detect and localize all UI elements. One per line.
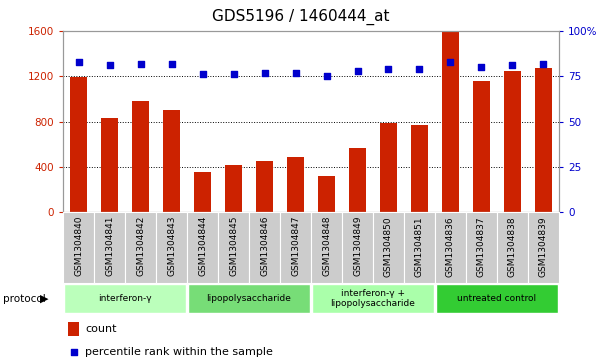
Text: GSM1304847: GSM1304847	[291, 216, 300, 276]
FancyBboxPatch shape	[64, 284, 186, 313]
FancyBboxPatch shape	[436, 284, 558, 313]
Bar	[504, 70, 521, 212]
Bar	[68, 322, 79, 335]
Point	[446, 59, 456, 65]
Bar	[125, 212, 156, 283]
Text: GSM1304837: GSM1304837	[477, 216, 486, 277]
Bar	[442, 32, 459, 212]
Text: GSM1304836: GSM1304836	[446, 216, 455, 277]
Text: GDS5196 / 1460444_at: GDS5196 / 1460444_at	[212, 9, 389, 25]
Bar	[311, 212, 342, 283]
Bar	[435, 212, 466, 283]
Point	[291, 70, 300, 76]
Bar	[349, 148, 366, 212]
Text: interferon-γ +
lipopolysaccharide: interferon-γ + lipopolysaccharide	[331, 289, 415, 308]
Bar	[528, 212, 559, 283]
Bar	[256, 161, 273, 212]
Text: GSM1304838: GSM1304838	[508, 216, 517, 277]
Text: lipopolysaccharide: lipopolysaccharide	[207, 294, 291, 303]
Bar	[535, 68, 552, 212]
Bar	[194, 171, 211, 212]
Bar	[473, 81, 490, 212]
Bar	[187, 212, 218, 283]
Text: percentile rank within the sample: percentile rank within the sample	[85, 347, 273, 356]
Bar	[156, 212, 187, 283]
Point	[508, 62, 517, 68]
Point	[415, 66, 424, 72]
Text: GSM1304844: GSM1304844	[198, 216, 207, 276]
FancyBboxPatch shape	[313, 284, 434, 313]
Text: ▶: ▶	[40, 294, 49, 303]
Text: GSM1304845: GSM1304845	[229, 216, 238, 276]
Text: GSM1304839: GSM1304839	[539, 216, 548, 277]
Bar	[466, 212, 497, 283]
Bar	[70, 77, 87, 212]
Text: GSM1304841: GSM1304841	[105, 216, 114, 276]
Text: GSM1304848: GSM1304848	[322, 216, 331, 276]
Point	[322, 73, 331, 79]
Text: GSM1304850: GSM1304850	[384, 216, 393, 277]
Text: GSM1304849: GSM1304849	[353, 216, 362, 276]
Bar	[404, 212, 435, 283]
Point	[198, 72, 207, 77]
Bar	[287, 157, 304, 212]
Point	[538, 61, 548, 66]
Bar	[249, 212, 280, 283]
Point	[74, 59, 84, 65]
Bar	[280, 212, 311, 283]
Bar	[380, 123, 397, 212]
Point	[260, 70, 269, 76]
Text: GSM1304842: GSM1304842	[136, 216, 145, 276]
FancyBboxPatch shape	[188, 284, 310, 313]
Bar	[497, 212, 528, 283]
Text: GSM1304846: GSM1304846	[260, 216, 269, 276]
Bar	[132, 101, 149, 212]
Text: count: count	[85, 324, 117, 334]
Bar	[411, 125, 428, 212]
Point	[105, 62, 114, 68]
Text: GSM1304851: GSM1304851	[415, 216, 424, 277]
Text: GSM1304840: GSM1304840	[74, 216, 83, 276]
Point	[353, 68, 362, 74]
Point	[166, 61, 176, 66]
Bar	[225, 165, 242, 212]
Bar	[342, 212, 373, 283]
Point	[477, 64, 486, 70]
Bar	[101, 118, 118, 212]
Bar	[218, 212, 249, 283]
Point	[229, 72, 239, 77]
Text: GSM1304843: GSM1304843	[167, 216, 176, 276]
Text: protocol: protocol	[3, 294, 46, 303]
Bar	[163, 110, 180, 212]
Bar	[373, 212, 404, 283]
Point	[383, 66, 393, 72]
Text: interferon-γ: interferon-γ	[99, 294, 152, 303]
Bar	[94, 212, 125, 283]
Point	[405, 218, 415, 224]
Text: untreated control: untreated control	[457, 294, 537, 303]
Bar	[63, 212, 94, 283]
Bar	[318, 176, 335, 212]
Point	[136, 61, 145, 66]
